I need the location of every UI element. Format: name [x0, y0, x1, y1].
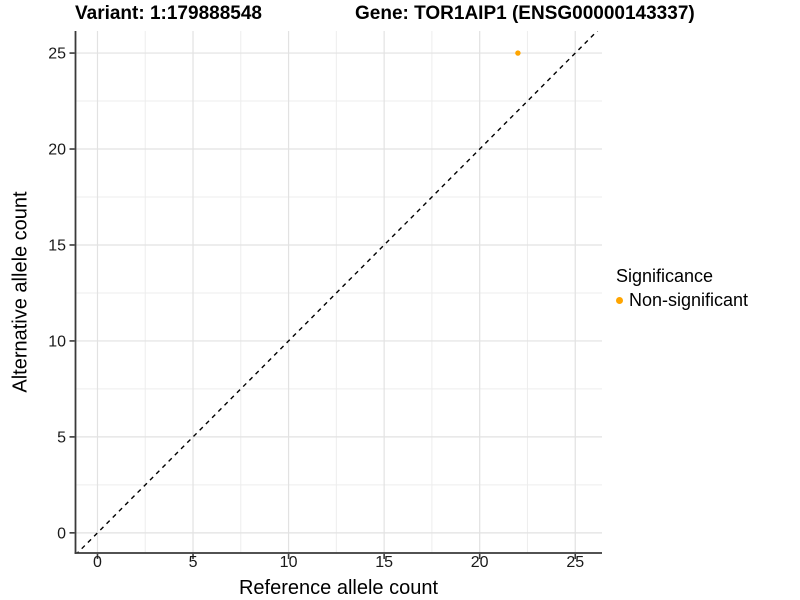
x-tick-label: 5 — [189, 554, 198, 571]
y-tick-label: 0 — [57, 525, 66, 542]
y-tick-label: 5 — [57, 429, 66, 446]
legend-point-icon — [616, 297, 623, 304]
x-tick-label: 0 — [93, 554, 102, 571]
data-point — [515, 50, 521, 56]
x-tick-label: 25 — [566, 554, 584, 571]
x-axis-title: Reference allele count — [238, 577, 438, 599]
legend-title: Significance — [616, 266, 714, 286]
axis-ticks — [69, 52, 577, 559]
plot-title-variant: Variant: 1:179888548 — [75, 3, 262, 24]
x-tick-label: 20 — [471, 554, 489, 571]
y-axis-title: Alternative allele count — [9, 191, 32, 393]
x-tick-label: 10 — [280, 554, 298, 571]
legend: Significance Non-significant — [616, 266, 748, 311]
y-tick-label: 15 — [48, 237, 66, 254]
legend-item-non-significant: Non-significant — [616, 290, 748, 311]
legend-item-label: Non-significant — [629, 290, 749, 310]
grid-major — [75, 31, 602, 553]
plot-title-gene: Gene: TOR1AIP1 (ENSG00000143337) — [355, 3, 695, 24]
identity-line — [76, 31, 599, 553]
y-tick-label: 20 — [48, 142, 66, 159]
axis-lines — [74, 31, 602, 554]
y-tick-label: 25 — [48, 46, 66, 63]
x-tick-label: 15 — [375, 554, 393, 571]
y-tick-label: 10 — [48, 333, 66, 350]
grid-minor — [75, 31, 602, 553]
